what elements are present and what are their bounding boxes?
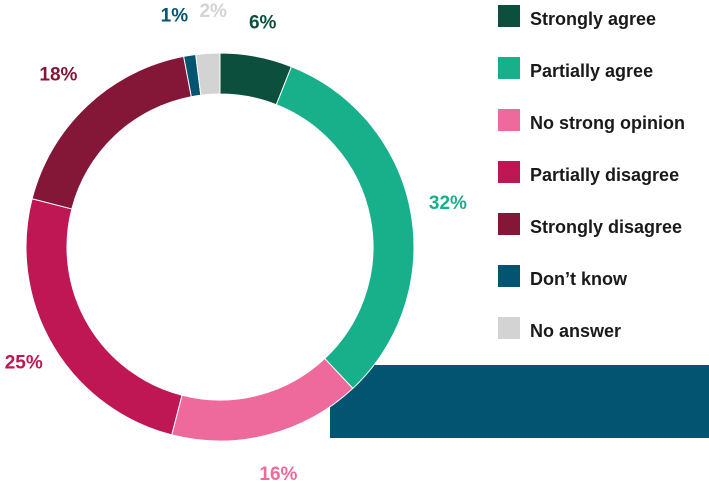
legend-label: Strongly agree bbox=[530, 9, 656, 29]
legend-swatch bbox=[498, 5, 520, 27]
slice-value-label: 6% bbox=[249, 13, 277, 34]
legend: Strongly agree Partially agree No strong o… bbox=[498, 5, 685, 341]
slice-value-label: 2% bbox=[199, 1, 227, 22]
slice-partially-disagree bbox=[25, 198, 183, 436]
slice-value-label: 16% bbox=[259, 464, 297, 482]
slice-partially-agree bbox=[275, 65, 415, 390]
legend-label: Partially agree bbox=[530, 61, 653, 81]
slice-no-answer bbox=[195, 52, 221, 96]
slice-value-label: 32% bbox=[429, 193, 467, 214]
legend-swatch bbox=[498, 109, 520, 131]
legend-label: No answer bbox=[530, 321, 621, 341]
slice-value-label: 1% bbox=[161, 5, 189, 26]
legend-swatch bbox=[498, 161, 520, 183]
slice-no-strong-opinion bbox=[171, 357, 354, 442]
legend-swatch bbox=[498, 213, 520, 235]
legend-label: No strong opinion bbox=[530, 113, 685, 133]
legend-label: Strongly disagree bbox=[530, 217, 682, 237]
legend-swatch bbox=[498, 317, 520, 339]
slice-value-label: 18% bbox=[39, 64, 77, 85]
slice-value-labels: 6% 32% 16% 25% 18% 1% 2% bbox=[5, 1, 467, 482]
legend-label: Partially disagree bbox=[530, 165, 679, 185]
donut-slices bbox=[25, 52, 415, 442]
legend-swatch bbox=[498, 57, 520, 79]
decorative-bar bbox=[330, 365, 709, 438]
slice-value-label: 25% bbox=[5, 353, 43, 374]
legend-swatch bbox=[498, 265, 520, 287]
legend-label: Don’t know bbox=[530, 269, 628, 289]
